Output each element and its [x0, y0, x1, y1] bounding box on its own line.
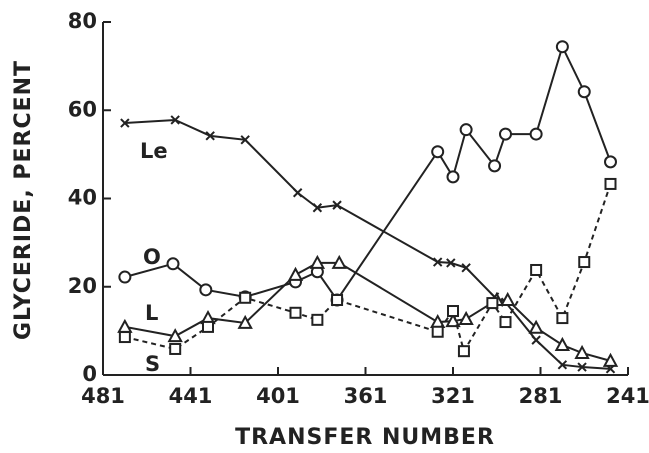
series-line [124, 118, 611, 370]
marker [167, 328, 183, 343]
marker [332, 200, 342, 210]
marker [461, 263, 471, 273]
x-tick-label: 361 [344, 384, 388, 408]
marker [312, 203, 323, 213]
x-tick-label: 241 [606, 384, 649, 408]
marker [169, 342, 182, 355]
series-line [124, 183, 612, 354]
marker [446, 170, 460, 184]
x-tick-label: 321 [431, 384, 475, 408]
marker [577, 85, 591, 99]
marker [457, 345, 470, 358]
series-label: L [145, 301, 158, 325]
x-tick-label: 401 [256, 384, 300, 408]
marker [529, 127, 543, 141]
marker [311, 313, 324, 326]
marker [531, 335, 541, 345]
marker [446, 258, 456, 268]
marker [292, 188, 303, 198]
marker [530, 263, 543, 276]
marker [205, 131, 215, 141]
x-tick-label: 441 [169, 384, 213, 408]
marker [120, 118, 130, 128]
marker [431, 325, 444, 338]
marker [170, 115, 180, 125]
series-line [124, 261, 611, 362]
y-tick-label: 80 [68, 9, 97, 33]
series-label: O [143, 245, 161, 269]
marker [574, 344, 590, 359]
marker [604, 177, 617, 190]
y-tick-label: 0 [82, 362, 97, 386]
marker [499, 127, 512, 141]
marker [240, 135, 250, 145]
marker [486, 297, 499, 310]
marker [431, 145, 445, 159]
marker [289, 306, 302, 319]
marker [556, 312, 569, 325]
series-line [124, 43, 612, 302]
marker [488, 159, 502, 173]
marker [199, 283, 213, 297]
marker [117, 318, 133, 333]
marker [555, 40, 569, 54]
series-label: Le [140, 139, 168, 163]
y-axis-title: GLYCERIDE, PERCENT [11, 60, 36, 340]
marker [557, 360, 568, 370]
marker [447, 305, 459, 318]
marker [604, 155, 617, 169]
y-tick-label: 20 [68, 274, 97, 298]
marker [578, 256, 591, 269]
marker [166, 257, 180, 271]
series-label: S [145, 352, 160, 376]
marker [500, 291, 516, 306]
marker [309, 254, 326, 269]
marker [239, 291, 252, 304]
marker [331, 293, 344, 306]
marker [202, 320, 214, 333]
y-tick-label: 40 [68, 186, 97, 210]
marker [577, 362, 587, 372]
marker [237, 314, 253, 329]
x-tick-label: 481 [81, 384, 125, 408]
marker [432, 257, 443, 267]
y-tick-label: 60 [68, 97, 97, 121]
marker [118, 331, 131, 344]
x-tick-label: 281 [519, 384, 563, 408]
marker [554, 336, 571, 351]
marker [459, 123, 473, 137]
marker [528, 319, 544, 334]
marker [287, 266, 304, 281]
marker [118, 270, 132, 284]
marker [602, 352, 619, 367]
marker [445, 313, 461, 328]
marker [458, 310, 474, 325]
marker [499, 316, 512, 329]
marker [331, 254, 347, 269]
x-axis-title: TRANSFER NUMBER [235, 425, 495, 450]
